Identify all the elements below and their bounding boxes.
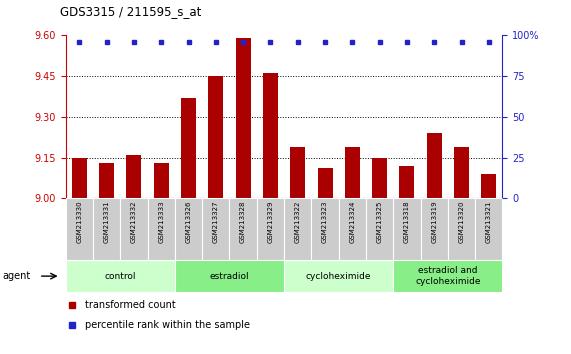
Bar (147, 198, 175, 260)
Bar (448, 198, 475, 260)
Bar (421, 198, 448, 260)
Bar (236, 38, 251, 198)
Bar (284, 260, 393, 292)
Text: GSM213328: GSM213328 (240, 201, 246, 243)
Bar (475, 198, 502, 260)
Bar (393, 198, 421, 260)
Bar (126, 155, 142, 198)
Bar (317, 169, 332, 198)
Bar (202, 198, 230, 260)
Text: estradiol: estradiol (210, 272, 250, 281)
Text: GSM213321: GSM213321 (486, 201, 492, 243)
Bar (154, 163, 168, 198)
Text: GSM213330: GSM213330 (77, 201, 82, 243)
Bar (263, 73, 278, 198)
Bar (311, 198, 339, 260)
Bar (284, 198, 311, 260)
Bar (400, 166, 415, 198)
Text: GSM213331: GSM213331 (103, 201, 110, 243)
Bar (66, 198, 93, 260)
Text: cycloheximide: cycloheximide (306, 272, 371, 281)
Text: percentile rank within the sample: percentile rank within the sample (85, 320, 250, 330)
Bar (427, 133, 442, 198)
Text: control: control (104, 272, 136, 281)
Text: GSM213322: GSM213322 (295, 201, 301, 243)
Bar (181, 98, 196, 198)
Text: transformed count: transformed count (85, 300, 176, 310)
Text: GSM213319: GSM213319 (431, 201, 437, 243)
Bar (372, 158, 387, 198)
Bar (366, 198, 393, 260)
Bar (257, 198, 284, 260)
Bar (393, 260, 502, 292)
Text: GDS3315 / 211595_s_at: GDS3315 / 211595_s_at (60, 5, 202, 18)
Text: GSM213325: GSM213325 (377, 201, 383, 243)
Text: GSM213318: GSM213318 (404, 201, 410, 243)
Bar (290, 147, 305, 198)
Text: GSM213324: GSM213324 (349, 201, 355, 243)
Text: GSM213333: GSM213333 (158, 201, 164, 243)
Bar (481, 174, 496, 198)
Text: estradiol and
cycloheximide: estradiol and cycloheximide (415, 267, 481, 286)
Bar (208, 76, 223, 198)
Bar (230, 198, 257, 260)
Bar (72, 158, 87, 198)
Bar (175, 198, 202, 260)
Bar (339, 198, 366, 260)
Text: GSM213320: GSM213320 (459, 201, 465, 243)
Text: GSM213326: GSM213326 (186, 201, 191, 243)
Bar (120, 198, 147, 260)
Bar (66, 260, 175, 292)
Bar (345, 147, 360, 198)
Bar (454, 147, 469, 198)
Text: GSM213329: GSM213329 (267, 201, 274, 243)
Bar (93, 198, 120, 260)
Text: GSM213323: GSM213323 (322, 201, 328, 243)
Text: GSM213332: GSM213332 (131, 201, 137, 243)
Text: GSM213327: GSM213327 (213, 201, 219, 243)
Text: agent: agent (3, 271, 31, 281)
Bar (99, 163, 114, 198)
Bar (175, 260, 284, 292)
